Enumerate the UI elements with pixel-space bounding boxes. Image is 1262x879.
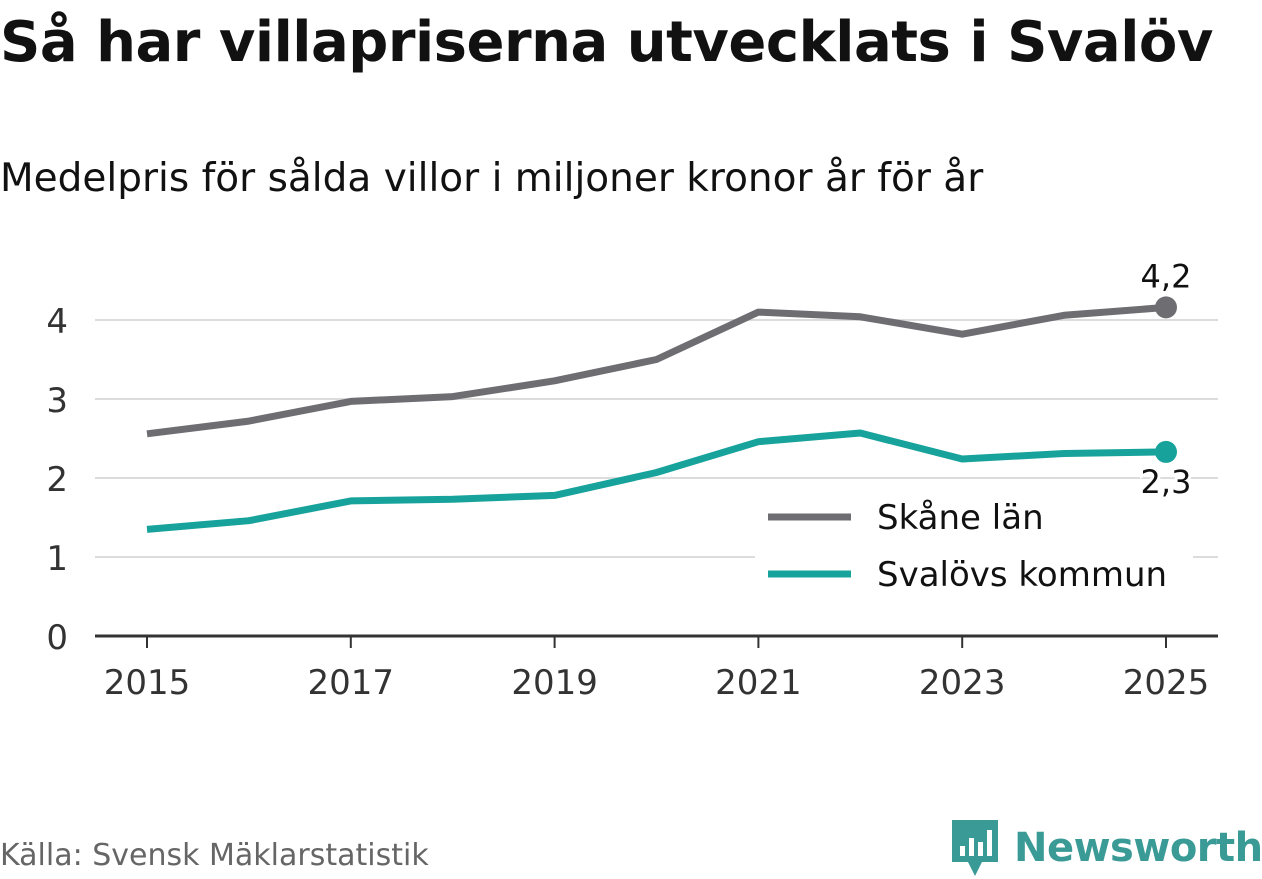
series-line-0 [146,303,1167,438]
chart-subtitle: Medelpris för sålda villor i miljoner kr… [0,156,984,201]
source-note: Källa: Svensk Mäklarstatistik [0,838,429,873]
y-tick-label: 1 [46,539,68,579]
brand-logo: Newsworthy [950,818,1262,878]
y-tick-label: 0 [46,618,68,658]
x-tick-label: 2023 [919,663,1006,703]
series-line-1 [146,429,1167,533]
y-tick-label: 2 [46,460,68,500]
x-tick-label: 2015 [104,663,191,703]
series-end-marker [1155,296,1177,319]
chart-title: Så har villapriserna utvecklats i Svalöv [0,10,1213,75]
x-tick-label: 2019 [511,663,598,703]
y-tick-label: 4 [46,302,68,342]
x-tick-label: 2017 [308,663,395,703]
legend-box [755,490,1193,598]
x-tick-label: 2025 [1123,663,1210,703]
y-tick-label: 3 [46,381,68,421]
brand-name: Newsworthy [1014,825,1262,871]
x-tick-label: 2021 [715,663,802,703]
newsworthy-logo-icon [952,820,998,876]
legend-label: Skåne län [877,498,1044,538]
legend-label: Svalövs kommun [877,555,1167,595]
series-end-marker [1155,440,1177,463]
data-label: 4,2 [1141,257,1192,295]
data-label: 2,3 [1141,463,1192,501]
